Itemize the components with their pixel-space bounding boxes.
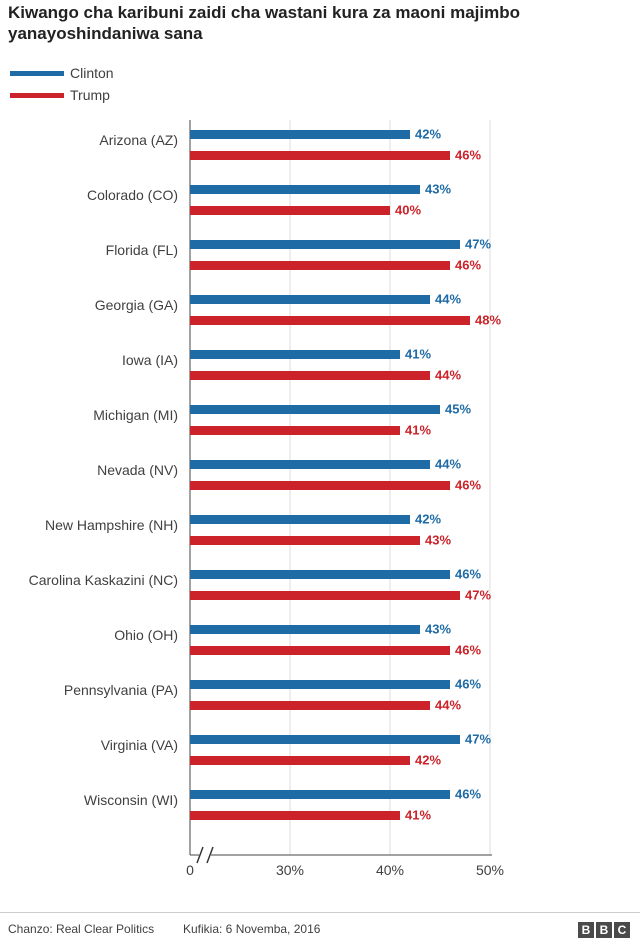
data-label-trump: 46% (455, 478, 481, 493)
data-label-trump: 42% (415, 753, 441, 768)
bar-clinton (190, 515, 410, 524)
category-label: Pennsylvania (PA) (64, 682, 178, 698)
bar-trump (190, 206, 390, 215)
category-label: Virginia (VA) (101, 737, 178, 753)
bar-clinton (190, 185, 420, 194)
bar-trump (190, 316, 470, 325)
data-label-clinton: 46% (455, 787, 481, 802)
data-label-trump: 46% (455, 258, 481, 273)
data-label-trump: 46% (455, 148, 481, 163)
data-label-trump: 40% (395, 203, 421, 218)
bar-trump (190, 481, 450, 490)
bar-clinton (190, 790, 450, 799)
bar-clinton (190, 295, 430, 304)
bar-clinton (190, 680, 450, 689)
legend-item-trump: Trump (10, 84, 114, 106)
axis-break-mark-1 (196, 846, 204, 864)
bar-trump (190, 426, 400, 435)
category-label: Ohio (OH) (114, 627, 178, 643)
data-label-trump: 41% (405, 808, 431, 823)
category-label: Michigan (MI) (93, 407, 178, 423)
bar-clinton (190, 240, 460, 249)
data-label-trump: 44% (435, 698, 461, 713)
category-label: Wisconsin (WI) (84, 792, 178, 808)
data-label-trump: 47% (465, 588, 491, 603)
x-tick-label-30: 30% (276, 862, 304, 878)
data-label-clinton: 42% (415, 512, 441, 527)
bbc-logo-letter-1: B (578, 922, 594, 938)
bbc-logo-letter-2: B (596, 922, 612, 938)
bar-trump (190, 811, 400, 820)
data-label-trump: 46% (455, 643, 481, 658)
bar-clinton (190, 130, 410, 139)
bar-clinton (190, 625, 420, 634)
category-label: Georgia (GA) (95, 297, 178, 313)
x-tick-label-0: 0 (186, 862, 194, 878)
bar-trump (190, 591, 460, 600)
legend-label-trump: Trump (70, 87, 110, 103)
bar-trump (190, 261, 450, 270)
data-label-clinton: 42% (415, 127, 441, 142)
bar-clinton (190, 460, 430, 469)
category-label: Iowa (IA) (122, 352, 178, 368)
bar-trump (190, 151, 450, 160)
bbc-logo: B B C (578, 922, 630, 938)
x-tick-label-40: 40% (376, 862, 404, 878)
category-label: New Hampshire (NH) (45, 517, 178, 533)
bbc-logo-letter-3: C (614, 922, 630, 938)
bar-clinton (190, 350, 400, 359)
bar-trump (190, 371, 430, 380)
bar-trump (190, 756, 410, 765)
category-label: Florida (FL) (106, 242, 178, 258)
data-label-clinton: 46% (455, 567, 481, 582)
footer: Chanzo: Real Clear Politics Kufikia: 6 N… (0, 912, 640, 944)
category-label: Carolina Kaskazini (NC) (29, 572, 178, 588)
legend-swatch-clinton (10, 70, 64, 76)
legend: Clinton Trump (10, 62, 114, 106)
data-label-clinton: 47% (465, 732, 491, 747)
bar-clinton (190, 570, 450, 579)
legend-item-clinton: Clinton (10, 62, 114, 84)
data-label-clinton: 45% (445, 402, 471, 417)
data-label-clinton: 46% (455, 677, 481, 692)
legend-label-clinton: Clinton (70, 65, 114, 81)
bar-clinton (190, 405, 440, 414)
bar-clinton (190, 735, 460, 744)
data-label-clinton: 44% (435, 292, 461, 307)
category-label: Arizona (AZ) (99, 132, 178, 148)
data-label-clinton: 44% (435, 457, 461, 472)
bar-trump (190, 646, 450, 655)
data-label-trump: 43% (425, 533, 451, 548)
legend-swatch-trump (10, 92, 64, 98)
data-label-clinton: 43% (425, 182, 451, 197)
bar-trump (190, 536, 420, 545)
axis-break-mark-2 (206, 846, 214, 864)
category-label: Nevada (NV) (97, 462, 178, 478)
source-text: Chanzo: Real Clear Politics (8, 922, 155, 936)
data-label-trump: 48% (475, 313, 501, 328)
data-label-clinton: 41% (405, 347, 431, 362)
chart-title: Kiwango cha karibuni zaidi cha wastani k… (8, 3, 521, 43)
data-label-trump: 44% (435, 368, 461, 383)
date-text: Kufikia: 6 Novemba, 2016 (183, 922, 321, 936)
data-label-clinton: 47% (465, 237, 491, 252)
x-tick-label-50: 50% (476, 862, 504, 878)
bar-chart: 0 30% 40% 50% Arizona (AZ) 42% 46% Colorado (CO… (29, 120, 504, 878)
category-label: Colorado (CO) (87, 187, 178, 203)
data-label-trump: 41% (405, 423, 431, 438)
bar-trump (190, 701, 430, 710)
data-label-clinton: 43% (425, 622, 451, 637)
